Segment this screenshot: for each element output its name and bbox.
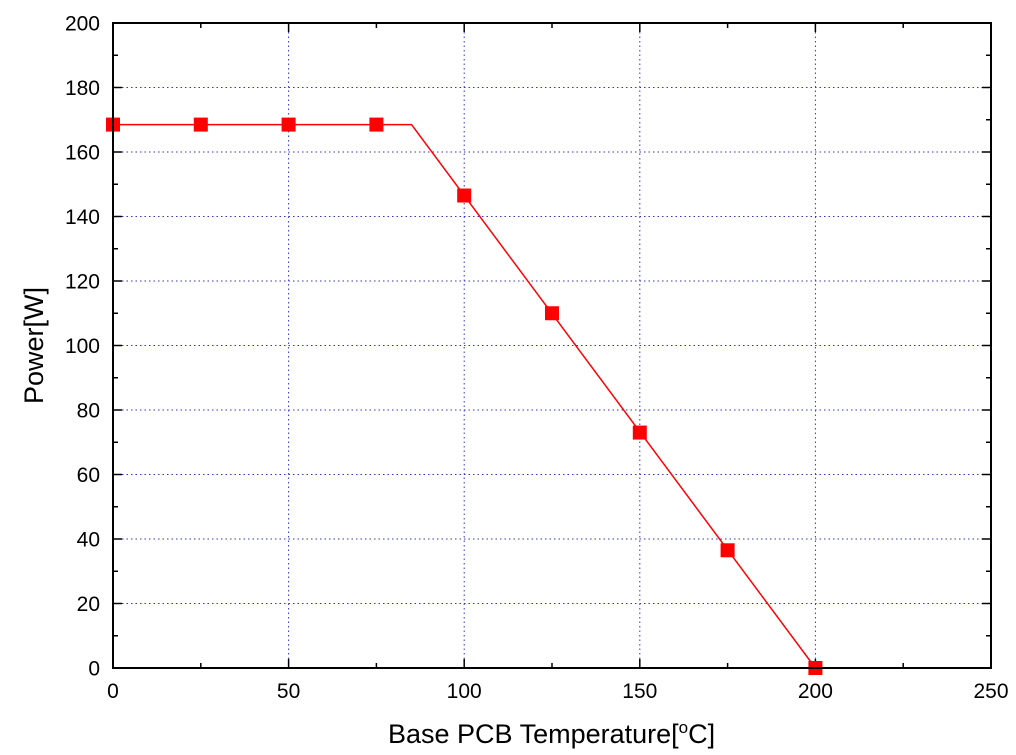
x-axis-title-suffix: C] — [688, 719, 716, 749]
x-tick-label: 150 — [622, 680, 657, 703]
x-tick-label: 0 — [107, 680, 119, 703]
y-tick-label: 120 — [65, 271, 100, 294]
x-axis-title: Base PCB Temperature[oC] — [388, 718, 716, 749]
plot-frame — [112, 22, 992, 669]
data-point-marker — [720, 543, 735, 558]
x-tick-label: 100 — [447, 680, 482, 703]
data-point-marker — [193, 117, 208, 132]
y-tick-label: 200 — [65, 13, 100, 36]
x-tick-label: 250 — [973, 680, 1008, 703]
series-line — [113, 123, 817, 669]
y-tick-label: 160 — [65, 142, 100, 165]
data-point-marker — [545, 306, 559, 321]
data-point-marker — [632, 425, 647, 440]
tick-labels: 0 50 100 150 200 250 0 20 40 60 80 100 120 140 160 180 2… — [65, 13, 1009, 704]
y-tick-label: 180 — [65, 77, 100, 100]
x-tick-label: 200 — [798, 680, 833, 703]
y-tick-label: 80 — [77, 400, 100, 423]
y-tick-label: 40 — [77, 529, 100, 552]
gridlines — [113, 23, 991, 668]
data-point-marker — [281, 117, 296, 132]
x-axis-title-degree: o — [678, 718, 689, 737]
data-point-marker — [457, 188, 472, 203]
y-tick-label: 100 — [65, 335, 100, 358]
data-series — [106, 117, 823, 675]
data-point-marker — [369, 117, 384, 132]
y-tick-label: 60 — [77, 464, 100, 487]
y-axis-title: Power[W] — [19, 287, 49, 404]
y-tick-label: 20 — [77, 593, 100, 616]
y-tick-label: 0 — [88, 658, 100, 681]
y-tick-label: 140 — [65, 206, 100, 229]
x-tick-label: 50 — [277, 680, 300, 703]
x-axis-title-main: Base PCB Temperature[ — [388, 719, 679, 749]
